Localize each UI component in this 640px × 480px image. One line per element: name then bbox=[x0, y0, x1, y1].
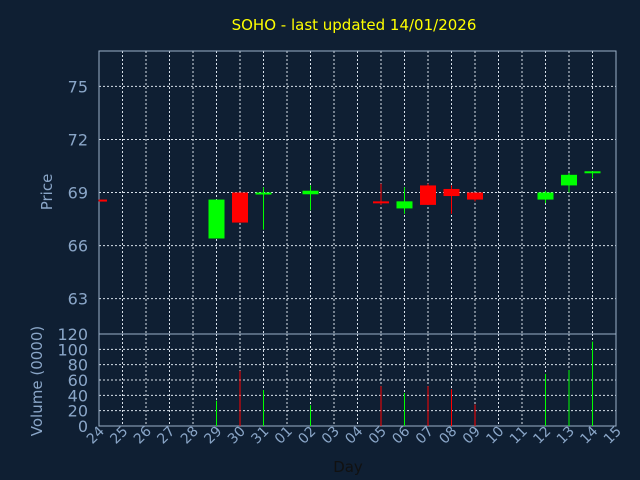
x-tick-label: 05 bbox=[366, 424, 390, 448]
candle-body bbox=[420, 185, 436, 205]
volume-tick-label: 20 bbox=[68, 402, 88, 421]
x-ticks: 24 25 26 27 28 29 30 31 01 02 03 04 05 06 07 08 09 10 11 12… bbox=[84, 423, 625, 447]
volume-tick-label: 0 bbox=[78, 417, 88, 436]
price-axis-label: Price bbox=[38, 174, 56, 211]
volume-axis-label: Volume (0000) bbox=[28, 326, 46, 436]
volume-plot-frame bbox=[98, 333, 617, 427]
x-tick-label: 31 bbox=[248, 424, 272, 448]
candle-body bbox=[396, 201, 413, 209]
x-tick-label: 30 bbox=[225, 424, 249, 448]
x-tick-label: 14 bbox=[577, 423, 601, 447]
price-tick-label: 66 bbox=[68, 237, 88, 256]
candles bbox=[98, 171, 601, 239]
price-tick-label: 75 bbox=[68, 77, 88, 96]
volume-grid bbox=[99, 334, 616, 426]
price-tick-label: 72 bbox=[68, 130, 88, 149]
x-tick-label: 29 bbox=[201, 424, 225, 448]
x-tick-label: 28 bbox=[178, 424, 202, 448]
price-tick-label: 69 bbox=[68, 184, 88, 203]
x-tick-label: 09 bbox=[460, 424, 484, 448]
chart-title: SOHO - last updated 14/01/2026 bbox=[232, 16, 477, 34]
candle-body bbox=[255, 192, 272, 195]
volume-tick-label: 60 bbox=[68, 371, 88, 390]
x-tick-label: 15 bbox=[601, 424, 625, 448]
price-tick-label: 63 bbox=[68, 290, 88, 309]
x-tick-label: 08 bbox=[436, 424, 460, 448]
candle-body bbox=[232, 192, 248, 223]
x-tick-label: 27 bbox=[154, 424, 178, 448]
x-tick-label: 01 bbox=[272, 424, 296, 448]
candle-body bbox=[537, 192, 554, 200]
x-tick-label: 10 bbox=[483, 424, 507, 448]
candle-body bbox=[373, 201, 389, 204]
x-tick-label: 13 bbox=[554, 424, 578, 448]
x-tick-label: 12 bbox=[530, 424, 554, 448]
candle-body bbox=[443, 188, 460, 197]
x-axis-label: Day bbox=[333, 458, 363, 476]
candle-body bbox=[561, 174, 577, 186]
volume-tick-label: 120 bbox=[57, 325, 88, 344]
price-ticks: 63 66 69 72 75 bbox=[68, 77, 88, 308]
x-tick-label: 04 bbox=[342, 423, 366, 447]
volume-tick-label: 80 bbox=[68, 356, 88, 375]
candle-body bbox=[99, 199, 107, 202]
candle-body bbox=[467, 192, 483, 200]
candle-body bbox=[302, 190, 319, 195]
x-tick-label: 06 bbox=[389, 423, 413, 447]
volume-tick-label: 40 bbox=[68, 386, 88, 405]
volume-tick-label: 100 bbox=[57, 340, 88, 359]
candle-body bbox=[208, 199, 225, 239]
x-tick-label: 11 bbox=[507, 424, 531, 448]
x-tick-label: 02 bbox=[295, 424, 319, 448]
x-tick-label: 26 bbox=[131, 423, 155, 447]
candle-body bbox=[584, 171, 601, 174]
x-tick-label: 07 bbox=[413, 424, 437, 448]
volume-bars bbox=[216, 341, 593, 426]
x-tick-label: 25 bbox=[107, 424, 131, 448]
x-tick-label: 03 bbox=[319, 424, 343, 448]
